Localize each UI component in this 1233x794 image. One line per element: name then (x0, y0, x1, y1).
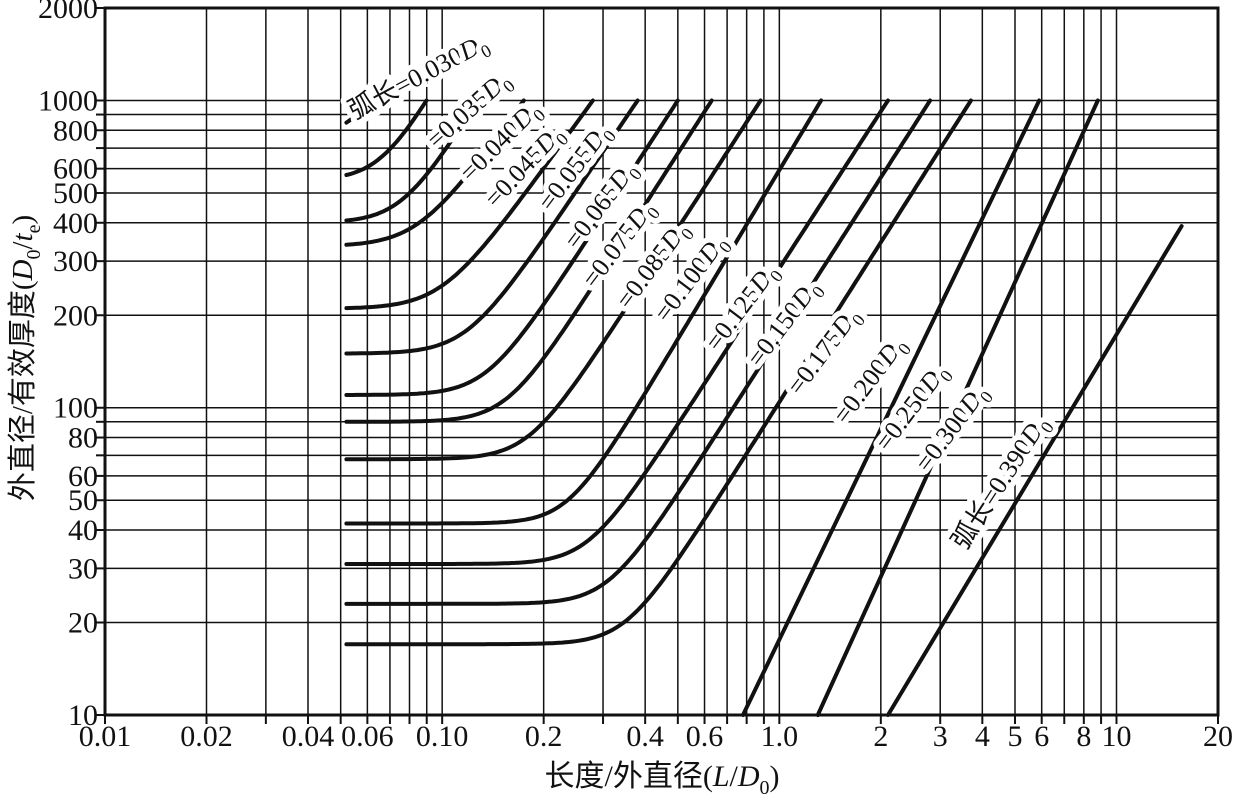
x-tick-label-8: 8 (1076, 720, 1091, 753)
curves (344, 98, 1184, 717)
x-tick-label-0.4: 0.4 (626, 720, 664, 753)
x-tick-label-0.04: 0.04 (282, 720, 335, 753)
y-tick-label-10: 10 (68, 699, 98, 732)
curve-0.030D0 (344, 98, 372, 125)
y-axis-title: 外直径/有效厚度(D0/te) (6, 215, 45, 501)
x-tick-label-0.02: 0.02 (180, 720, 233, 753)
x-tick-label-0.6: 0.6 (686, 720, 724, 753)
y-tick-label-100: 100 (53, 392, 98, 425)
y-tick-label-2000: 2000 (38, 0, 98, 25)
y-tick-label-300: 300 (53, 245, 98, 278)
x-tick-label-3: 3 (933, 720, 948, 753)
curve-0.065D0 (344, 98, 640, 356)
y-tick-label-200: 200 (53, 299, 98, 332)
y-tick-label-30: 30 (68, 552, 98, 585)
y-tick-label-500: 500 (53, 177, 98, 210)
plot-frame (103, 6, 1220, 717)
y-tick-label-400: 400 (53, 207, 98, 240)
curve-0.085D0 (344, 98, 714, 424)
curve-0.300D0 (815, 98, 1100, 717)
x-tick-label-6: 6 (1034, 720, 1049, 753)
curve-0.075D0 (344, 98, 680, 397)
curve-0.040D0 (344, 98, 480, 223)
curve-0.250D0 (741, 98, 1042, 717)
y-tick-label-1000: 1000 (38, 84, 98, 117)
curve-0.045D0 (344, 98, 526, 247)
x-tick-label-10: 10 (1102, 720, 1132, 753)
x-tick-label-2: 2 (873, 720, 888, 753)
curve-0.125D0 (344, 98, 824, 526)
tick-marks (96, 7, 1219, 724)
curve-0.200D0 (344, 98, 973, 647)
y-tick-label-50: 50 (68, 484, 98, 517)
curve-labels: 弧长=0.030D0=0.035D0=0.040D0=0.045D0=0.055… (338, 26, 1063, 559)
x-tick-label-20: 20 (1203, 720, 1233, 753)
grid (104, 7, 1219, 716)
x-tick-label-0.10: 0.10 (416, 720, 469, 753)
x-tick-label-0.01: 0.01 (79, 720, 132, 753)
curve-0.150D0 (344, 98, 890, 566)
curve-0.390D0 (886, 224, 1184, 717)
x-tick-label-1.0: 1.0 (761, 720, 799, 753)
x-tick-label-0.06: 0.06 (341, 720, 394, 753)
y-tick-label-40: 40 (68, 514, 98, 547)
y-tick-label-20: 20 (68, 607, 98, 640)
y-tick-label-800: 800 (53, 114, 98, 147)
y-tick-label-60: 60 (68, 460, 98, 493)
x-tick-label-4: 4 (975, 720, 990, 753)
x-axis-title: 长度/外直径(L/D0) (544, 760, 779, 794)
curve-0.035D0 (344, 98, 429, 177)
y-tick-label-80: 80 (68, 422, 98, 455)
y-tick-label-600: 600 (53, 153, 98, 186)
x-axis-tick-labels: 0.01 0.02 0.04 0.06 0.10 0.2 0.4 0.6 1.0 2 3 4 5 6 8 10… (79, 720, 1233, 753)
curve-0.055D0 (344, 98, 595, 311)
curve-0.175D0 (344, 98, 933, 606)
curve-0.100D0 (344, 98, 763, 462)
x-tick-label-0.2: 0.2 (525, 720, 563, 753)
x-tick-label-5: 5 (1008, 720, 1023, 753)
